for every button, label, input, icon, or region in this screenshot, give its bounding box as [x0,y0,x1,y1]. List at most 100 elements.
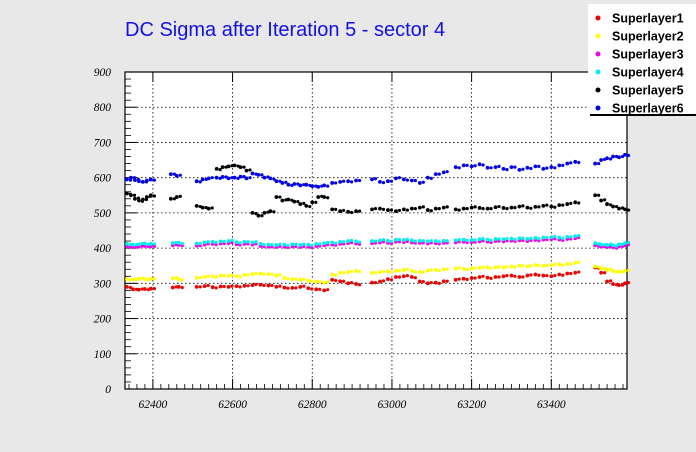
data-point [310,287,314,291]
data-point [405,208,409,212]
data-point [304,203,309,208]
data-point [170,285,175,290]
data-point [599,242,604,247]
data-point [178,173,182,177]
data-point [302,242,306,246]
data-point [322,195,327,199]
chart-title: DC Sigma after Iteration 5 - sector 4 [125,19,445,41]
data-point [194,241,199,246]
data-point [294,242,298,246]
data-point [461,276,466,281]
data-point [489,266,493,270]
data-point [125,177,129,182]
data-point [210,274,215,279]
data-point [145,195,149,199]
data-point [298,243,303,247]
data-point [220,165,225,170]
data-point [226,239,231,243]
data-point [599,158,604,162]
data-point [180,241,184,246]
data-point [250,171,255,176]
legend-label: Superlayer1 [612,12,684,26]
data-point [497,275,501,279]
data-point [413,178,417,183]
data-point [214,286,218,290]
data-point [280,181,285,185]
data-point [278,273,282,277]
data-point [433,239,438,243]
data-point [180,278,184,282]
data-point [152,178,156,182]
data-point [200,205,205,210]
data-point [254,271,258,276]
data-point [326,184,330,188]
data-point [218,284,223,289]
data-point [373,177,378,181]
data-point [244,176,249,181]
data-point [381,279,386,283]
data-point [573,270,578,275]
data-point [533,272,538,277]
data-point [608,267,613,271]
data-point [334,273,338,277]
data-point [258,271,263,276]
data-point [262,210,267,215]
data-point [373,271,378,275]
data-point [342,279,346,283]
data-point [409,269,414,273]
data-point [481,207,485,211]
data-point [218,167,222,172]
data-point [256,213,261,218]
data-point [561,163,565,167]
data-point [537,164,541,168]
data-point [125,191,129,196]
data-point [286,277,290,281]
data-point [378,206,382,211]
data-point [342,240,346,244]
data-point [218,239,223,244]
data-point [509,165,514,170]
data-point [441,170,446,175]
data-point [141,179,145,184]
data-point [605,279,609,284]
data-point [537,237,541,241]
data-point [509,273,514,278]
data-point [611,204,615,209]
data-point [597,161,601,166]
data-point [357,283,362,287]
data-point [505,167,509,172]
data-point [373,281,378,285]
data-point [270,242,274,247]
data-point [445,267,449,271]
legend-label: Superlayer4 [612,66,684,80]
data-point [302,201,306,205]
y-tick-label: 900 [94,67,112,79]
data-point [168,172,173,177]
data-point [533,235,538,240]
data-point [545,166,549,170]
data-point [445,170,449,174]
data-point [545,235,549,240]
data-point [465,207,469,211]
data-point [413,270,417,274]
data-point [614,244,619,248]
data-point [473,205,477,209]
series-1 [125,265,631,293]
data-point [260,173,264,177]
data-point [290,286,295,290]
data-point [617,242,621,247]
data-point [262,242,266,247]
data-point [210,206,214,210]
data-point [397,176,402,180]
data-point [170,241,175,246]
data-point [306,286,311,291]
data-point [294,277,298,281]
legend-box [588,4,696,115]
data-point [517,168,522,172]
data-point [206,176,211,181]
y-tick-label: 100 [94,349,112,361]
data-point [561,263,565,267]
data-point [485,165,490,170]
y-tick-label: 600 [94,173,112,185]
data-point [128,285,133,290]
